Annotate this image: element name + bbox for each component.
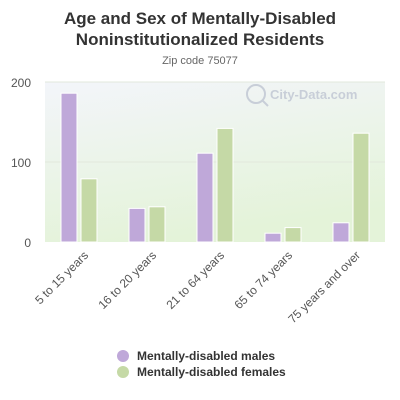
legend-swatch-males <box>117 350 129 362</box>
bar-females <box>80 178 98 243</box>
legend-label-females: Mentally-disabled females <box>137 365 286 379</box>
magnifier-icon <box>246 84 266 104</box>
x-tick-label: 75 years and over <box>285 248 363 326</box>
x-tick-label: 65 to 74 years <box>231 248 295 312</box>
x-tick-label: 21 to 64 years <box>163 248 227 312</box>
bar-females <box>284 227 302 243</box>
bar-males <box>332 222 350 243</box>
watermark: City-Data.com <box>246 84 357 107</box>
legend: Mentally-disabled males Mentally-disable… <box>117 348 286 380</box>
bar-males <box>128 207 146 243</box>
bar-males <box>264 232 282 243</box>
legend-label-males: Mentally-disabled males <box>137 349 276 363</box>
x-tick-label: 16 to 20 years <box>95 248 159 312</box>
bar-females <box>352 132 370 243</box>
y-tick-label: 200 <box>11 76 31 90</box>
bar-males <box>60 92 78 243</box>
legend-item-females: Mentally-disabled females <box>117 364 286 380</box>
bar-males <box>196 152 214 243</box>
chart-subtitle: Zip code 75077 <box>162 55 238 67</box>
watermark-text: City-Data.com <box>270 87 357 102</box>
bar-females <box>148 206 166 243</box>
y-tick-label: 100 <box>11 156 31 170</box>
bar-females <box>216 127 234 243</box>
x-tick-label: 5 to 15 years <box>32 248 91 307</box>
legend-item-males: Mentally-disabled males <box>117 348 286 364</box>
legend-swatch-females <box>117 366 129 378</box>
y-tick-label: 0 <box>24 236 31 250</box>
chart-title: Age and Sex of Mentally-Disabled Noninst… <box>63 9 337 49</box>
